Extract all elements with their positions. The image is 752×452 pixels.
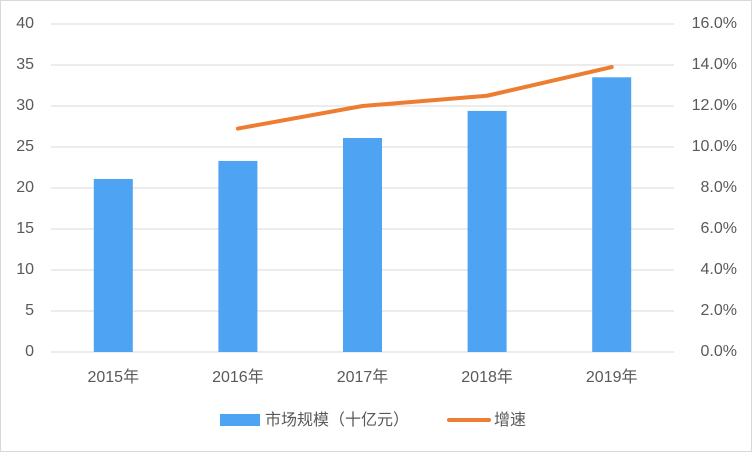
x-tick-label: 2019年 bbox=[586, 368, 638, 386]
y-tick-label: 25 bbox=[16, 138, 34, 155]
y2-tick-label: 4.0% bbox=[701, 261, 737, 278]
x-tick-label: 2017年 bbox=[337, 368, 389, 386]
y2-tick-label: 2.0% bbox=[701, 302, 737, 319]
y-tick-label: 40 bbox=[16, 15, 34, 32]
y-tick-label: 20 bbox=[16, 179, 34, 196]
legend-label: 增速 bbox=[494, 411, 526, 429]
bar bbox=[343, 137, 382, 352]
y2-tick-label: 16.0% bbox=[692, 15, 737, 32]
y-tick-label: 30 bbox=[16, 97, 34, 114]
y2-tick-label: 12.0% bbox=[692, 97, 737, 114]
y-tick-label: 10 bbox=[16, 261, 34, 278]
bar bbox=[592, 77, 632, 353]
y2-tick-label: 6.0% bbox=[701, 220, 737, 237]
bar bbox=[93, 178, 133, 352]
y2-tick-label: 8.0% bbox=[701, 179, 737, 196]
y-tick-label: 35 bbox=[16, 56, 34, 73]
y-tick-label: 5 bbox=[25, 302, 34, 319]
x-tick-label: 2016年 bbox=[212, 368, 264, 386]
x-tick-label: 2015年 bbox=[87, 368, 139, 386]
legend-swatch bbox=[220, 414, 260, 426]
bar bbox=[218, 160, 258, 352]
y-tick-label: 0 bbox=[25, 343, 34, 360]
y-tick-label: 15 bbox=[16, 220, 34, 237]
y2-tick-label: 10.0% bbox=[692, 138, 737, 155]
bar bbox=[467, 110, 507, 352]
y2-tick-label: 14.0% bbox=[692, 56, 737, 73]
line bbox=[235, 65, 614, 131]
x-tick-label: 2018年 bbox=[461, 368, 513, 386]
y2-tick-label: 0.0% bbox=[701, 343, 737, 360]
legend-label: 市场规模（十亿元） bbox=[265, 411, 409, 429]
